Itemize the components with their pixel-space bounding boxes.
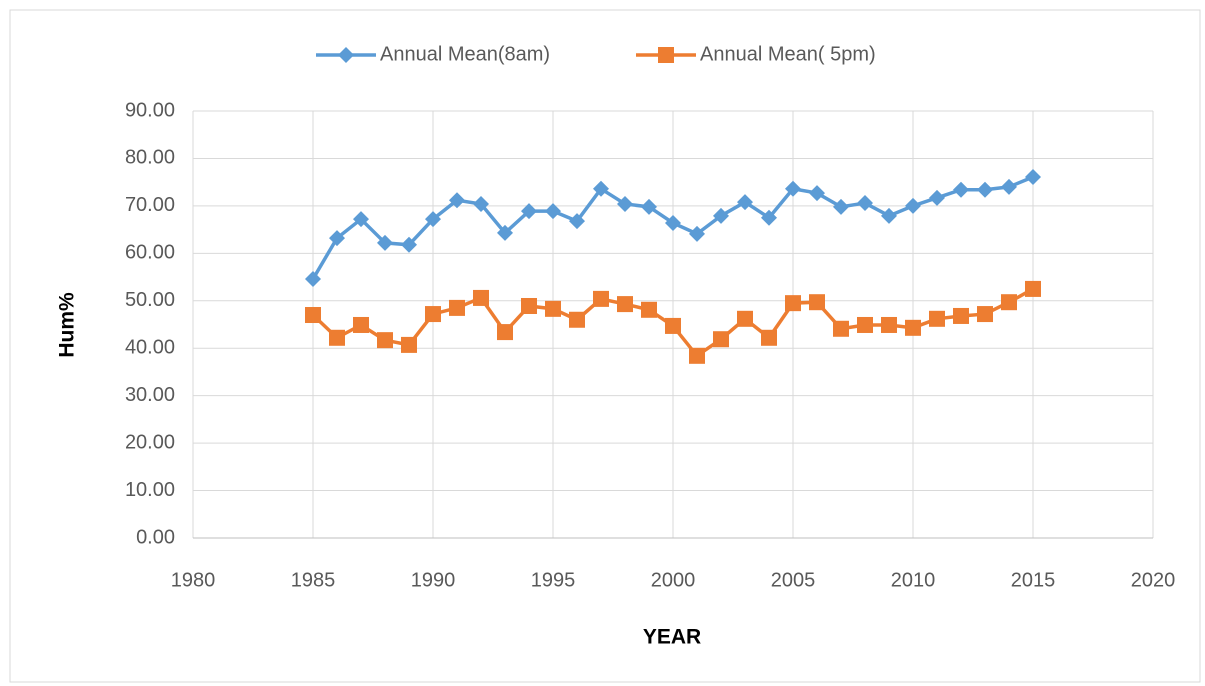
data-point bbox=[713, 207, 729, 224]
data-point bbox=[857, 316, 873, 333]
data-point bbox=[425, 306, 441, 323]
data-point bbox=[497, 324, 513, 341]
y-tick-label: 30.00 bbox=[125, 384, 175, 406]
data-point bbox=[545, 300, 561, 317]
data-point bbox=[737, 194, 753, 211]
data-point bbox=[761, 329, 777, 346]
data-point bbox=[665, 317, 681, 334]
data-point bbox=[785, 180, 801, 197]
x-tick-label: 1995 bbox=[531, 569, 576, 591]
data-point bbox=[569, 213, 585, 230]
x-tick-label: 2015 bbox=[1011, 569, 1056, 591]
data-point bbox=[977, 306, 993, 323]
legend-label: Annual Mean(8am) bbox=[380, 43, 550, 65]
data-point bbox=[1001, 178, 1017, 195]
data-point bbox=[929, 310, 945, 327]
x-tick-label: 1980 bbox=[171, 569, 216, 591]
y-tick-label: 10.00 bbox=[125, 479, 175, 501]
legend-marker bbox=[338, 47, 354, 63]
x-tick-label: 2010 bbox=[891, 569, 936, 591]
data-point bbox=[1025, 280, 1041, 297]
data-point bbox=[521, 297, 537, 314]
y-tick-label: 90.00 bbox=[125, 99, 175, 121]
data-point bbox=[473, 289, 489, 306]
x-axis-title: YEAR bbox=[643, 626, 701, 649]
data-point bbox=[833, 198, 849, 215]
y-tick-label: 0.00 bbox=[136, 526, 175, 548]
data-point bbox=[329, 230, 345, 247]
data-point bbox=[881, 316, 897, 333]
y-tick-label: 20.00 bbox=[125, 431, 175, 453]
y-axis-title: Hum% bbox=[56, 292, 79, 358]
data-point bbox=[689, 347, 705, 364]
data-point bbox=[593, 290, 609, 307]
data-point bbox=[857, 195, 873, 212]
data-point bbox=[761, 209, 777, 226]
legend-marker bbox=[658, 47, 674, 63]
data-point bbox=[569, 311, 585, 328]
data-point bbox=[905, 197, 921, 214]
x-tick-label: 2000 bbox=[651, 569, 696, 591]
data-point bbox=[329, 329, 345, 346]
x-tick-label: 1990 bbox=[411, 569, 456, 591]
data-point bbox=[353, 211, 369, 228]
data-point bbox=[737, 310, 753, 327]
data-point bbox=[305, 307, 321, 324]
data-point bbox=[833, 320, 849, 337]
x-tick-label: 2005 bbox=[771, 569, 816, 591]
data-point bbox=[977, 181, 993, 198]
y-tick-label: 40.00 bbox=[125, 337, 175, 359]
data-point bbox=[1001, 294, 1017, 311]
data-point bbox=[809, 294, 825, 311]
data-point bbox=[593, 180, 609, 197]
data-point bbox=[689, 225, 705, 242]
data-point bbox=[665, 214, 681, 231]
data-point bbox=[905, 319, 921, 336]
data-point bbox=[929, 189, 945, 206]
data-point bbox=[713, 331, 729, 348]
data-point bbox=[881, 207, 897, 224]
data-point bbox=[617, 296, 633, 313]
chart-border bbox=[9, 9, 1201, 683]
data-point bbox=[617, 195, 633, 212]
data-point bbox=[809, 185, 825, 202]
data-point bbox=[305, 270, 321, 287]
x-tick-label: 2020 bbox=[1131, 569, 1176, 591]
data-point bbox=[449, 192, 465, 209]
data-point bbox=[545, 203, 561, 220]
x-tick-label: 1985 bbox=[291, 569, 336, 591]
data-point bbox=[641, 301, 657, 318]
data-point bbox=[377, 234, 393, 251]
data-point bbox=[401, 236, 417, 253]
data-point bbox=[953, 307, 969, 324]
data-point bbox=[449, 299, 465, 316]
y-tick-label: 70.00 bbox=[125, 194, 175, 216]
y-tick-label: 80.00 bbox=[125, 147, 175, 169]
data-point bbox=[521, 203, 537, 220]
data-point bbox=[953, 181, 969, 198]
legend-label: Annual Mean( 5pm) bbox=[700, 43, 876, 65]
data-point bbox=[401, 336, 417, 353]
data-point bbox=[785, 295, 801, 312]
data-point bbox=[1025, 168, 1041, 185]
data-point bbox=[353, 316, 369, 333]
data-point bbox=[377, 332, 393, 349]
y-tick-label: 50.00 bbox=[125, 289, 175, 311]
y-tick-label: 60.00 bbox=[125, 242, 175, 264]
data-point bbox=[425, 211, 441, 228]
data-point bbox=[473, 195, 489, 212]
data-point bbox=[497, 224, 513, 241]
data-point bbox=[641, 198, 657, 215]
